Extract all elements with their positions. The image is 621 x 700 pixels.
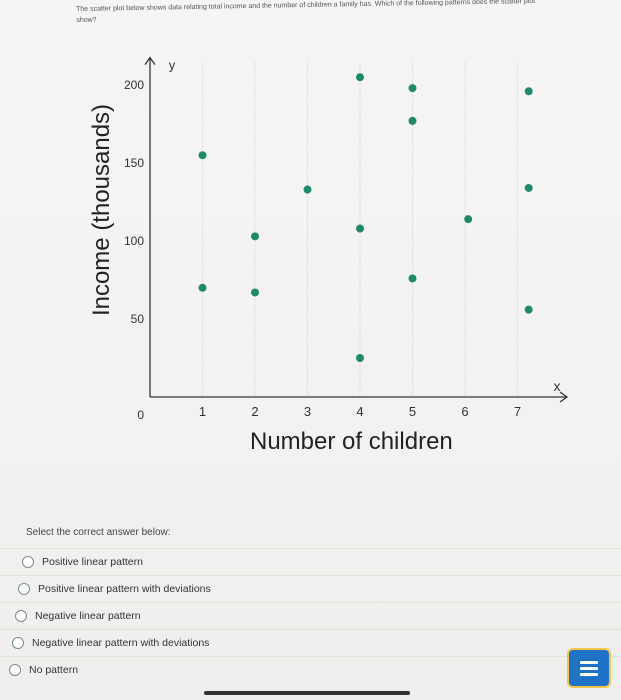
- data-point: [199, 151, 207, 159]
- y-tick-label: 150: [124, 156, 144, 170]
- x-tick-label: 2: [251, 404, 258, 419]
- option-no-pattern[interactable]: No pattern: [0, 656, 621, 683]
- data-point: [525, 184, 533, 192]
- option-positive-linear-deviations[interactable]: Positive linear pattern with deviations: [0, 575, 621, 602]
- x-tick-label: 7: [514, 404, 521, 419]
- radio-button-icon[interactable]: [9, 664, 21, 676]
- home-indicator[interactable]: [204, 691, 410, 695]
- x-tick-label: 6: [461, 404, 468, 419]
- x-tick-label: 5: [409, 404, 416, 419]
- radio-button-icon[interactable]: [12, 637, 24, 649]
- option-positive-linear[interactable]: Positive linear pattern: [0, 548, 621, 575]
- y-tick-label: 50: [131, 312, 145, 326]
- option-label: Negative linear pattern with deviations: [32, 637, 209, 649]
- x-tick-label: 1: [199, 404, 206, 419]
- x-axis-letter: x: [554, 378, 561, 394]
- y-tick-label: 100: [124, 234, 144, 248]
- data-point: [409, 274, 417, 282]
- data-point: [251, 288, 259, 296]
- y-axis-letter: y: [169, 58, 176, 73]
- option-negative-linear[interactable]: Negative linear pattern: [0, 602, 621, 629]
- x-axis-title: Number of children: [250, 428, 453, 456]
- data-point: [304, 186, 312, 194]
- radio-button-icon[interactable]: [15, 610, 27, 622]
- data-point: [251, 232, 259, 240]
- x-tick-label: 4: [356, 404, 363, 419]
- y-axis-title: Income (thousands): [88, 104, 116, 316]
- radio-button-icon[interactable]: [22, 556, 34, 568]
- x-tick-label: 3: [304, 404, 311, 419]
- data-point: [356, 73, 364, 81]
- option-label: Positive linear pattern with deviations: [38, 583, 211, 595]
- data-point: [356, 225, 364, 233]
- option-label: Negative linear pattern: [35, 610, 141, 622]
- menu-lines-icon: [580, 658, 598, 679]
- data-point: [199, 284, 207, 292]
- data-point: [356, 354, 364, 362]
- data-point: [525, 87, 533, 95]
- data-point: [409, 117, 417, 125]
- radio-button-icon[interactable]: [18, 583, 30, 595]
- data-point: [409, 84, 417, 92]
- option-label: No pattern: [29, 664, 78, 676]
- select-answer-label: Select the correct answer below:: [26, 527, 171, 538]
- data-point: [525, 306, 533, 314]
- y-tick-label: 0: [137, 408, 144, 422]
- option-label: Positive linear pattern: [42, 556, 143, 568]
- scatter-plot: x y 0 50 100 150 200 1 2 3 4 5 6 7 Income (thousands)…: [0, 0, 621, 480]
- answer-options: Positive linear pattern Positive linear …: [0, 548, 621, 683]
- option-negative-linear-deviations[interactable]: Negative linear pattern with deviations: [0, 629, 621, 656]
- menu-button[interactable]: [567, 648, 611, 688]
- data-point: [464, 215, 472, 223]
- y-tick-label: 200: [124, 78, 144, 92]
